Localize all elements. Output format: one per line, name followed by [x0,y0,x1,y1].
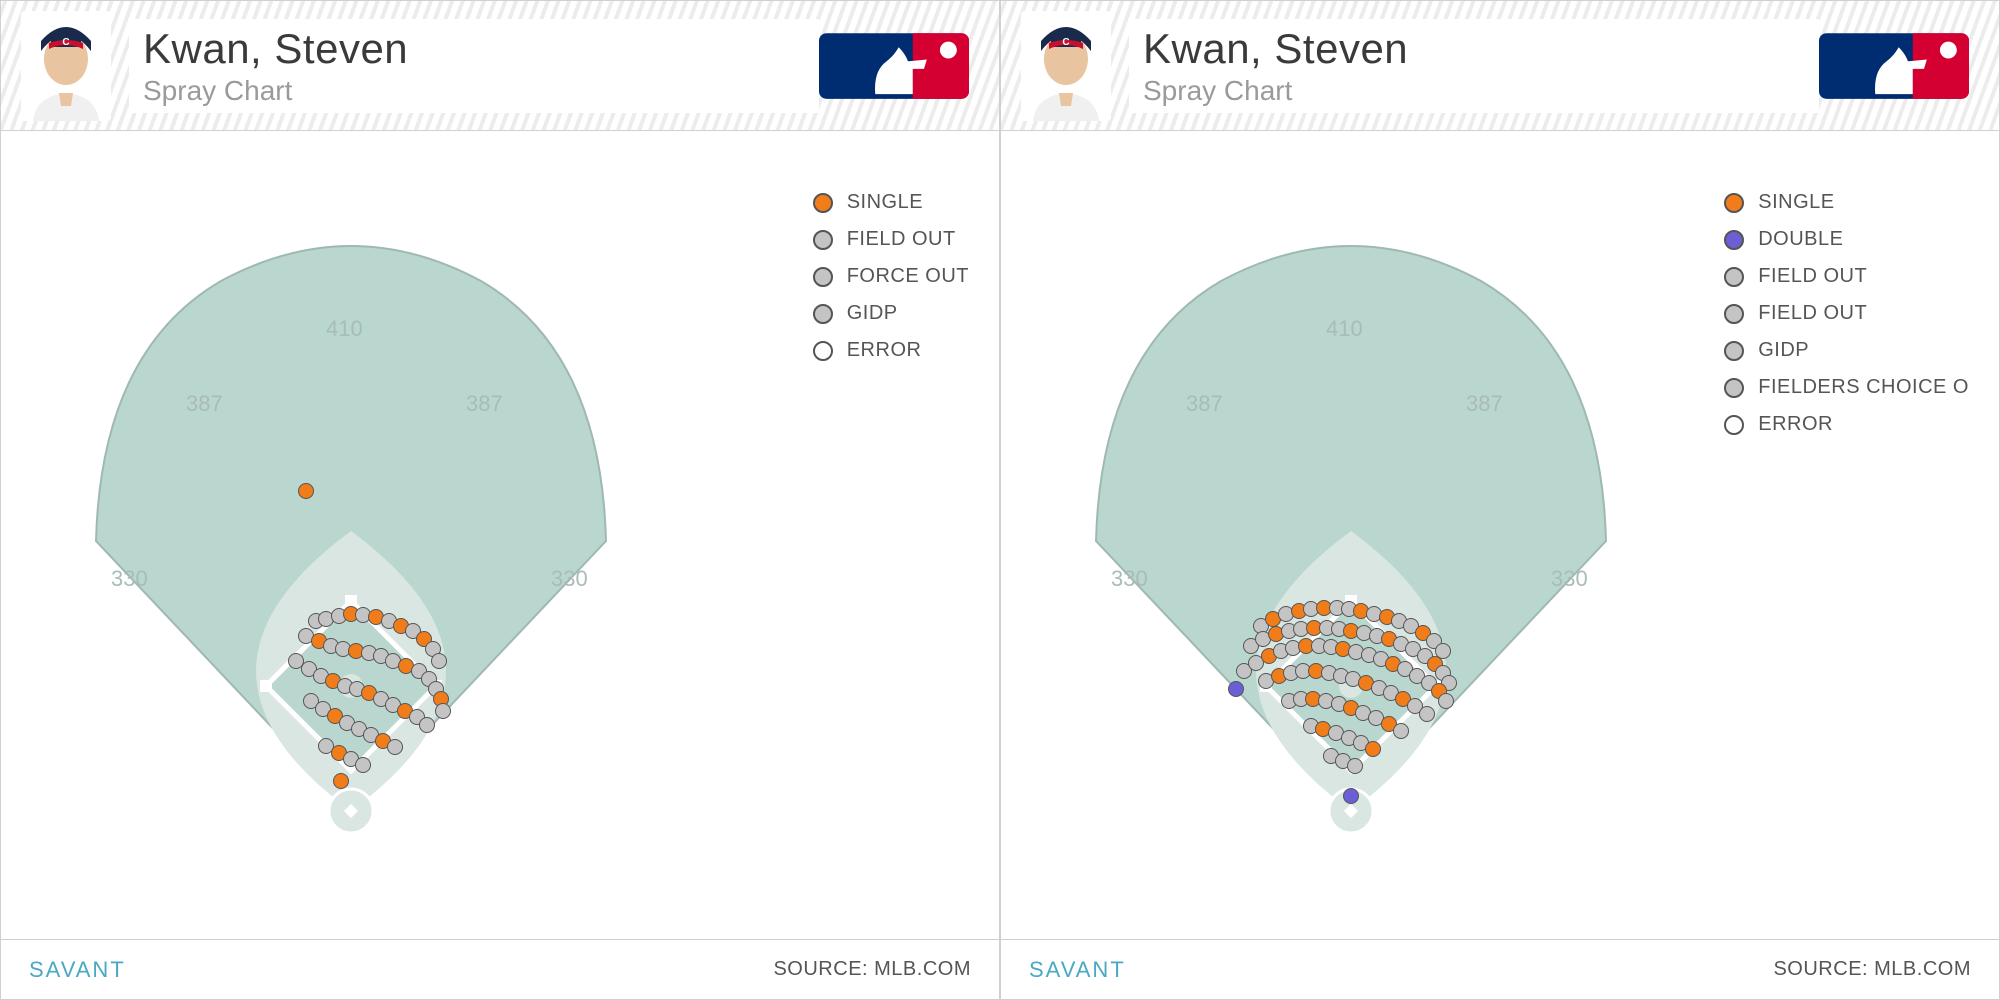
hit-marker [1365,741,1381,757]
legend-label: SINGLE [1758,191,1834,214]
legend-item: ERROR [1724,413,1969,436]
hit-marker [435,703,451,719]
legend-item: GIDP [813,302,969,325]
hit-marker [1393,723,1409,739]
source-label: SOURCE: MLB.COM [773,958,971,981]
legend-item: SINGLE [813,191,969,214]
legend-label: FIELD OUT [1758,265,1867,288]
legend-dot [813,267,833,287]
hit-marker [298,483,314,499]
distance-label: 330 [551,566,588,592]
distance-label: 330 [111,566,148,592]
panel-header: C Kwan, Steven Spray Chart [1,1,999,131]
legend-item: GIDP [1724,339,1969,362]
legend-label: ERROR [847,339,922,362]
legend-dot [813,193,833,213]
legend-dot [1724,304,1744,324]
legend-item: FIELD OUT [1724,302,1969,325]
spray-chart-panel-2: C Kwan, Steven Spray Chart 3303874103873… [1000,0,2000,1000]
player-name: Kwan, Steven [1143,25,1805,73]
legend-label: FORCE OUT [847,265,969,288]
legend-item: FORCE OUT [813,265,969,288]
chart-area: 330 387 410 387 330 SINGLE DOUBLE FIELD OUT … [1001,131,1999,939]
mlb-logo-icon [819,21,969,111]
hit-marker [1347,758,1363,774]
panel-header: C Kwan, Steven Spray Chart [1001,1,1999,131]
legend-item: DOUBLE [1724,228,1969,251]
distance-label: 387 [186,391,223,417]
legend: SINGLE DOUBLE FIELD OUT FIELD OUT GIDP F… [1724,191,1969,450]
hit-marker [1419,706,1435,722]
hit-marker [355,757,371,773]
savant-label: SAVANT [1029,957,1126,983]
mlb-logo-icon [1819,21,1969,111]
legend-label: DOUBLE [1758,228,1843,251]
title-block: Kwan, Steven Spray Chart [1129,19,1819,113]
chart-area: 330 387 410 387 330 SINGLE FIELD OUT FORCE O… [1,131,999,939]
legend-dot [1724,378,1744,398]
legend-item: ERROR [813,339,969,362]
legend-label: FIELDERS CHOICE O [1758,376,1969,399]
legend-dot [1724,415,1744,435]
field-diagram [1041,171,1661,891]
hit-marker [431,653,447,669]
distance-label: 387 [1186,391,1223,417]
savant-label: SAVANT [29,957,126,983]
mlb-logo [1819,21,1969,111]
player-name: Kwan, Steven [143,25,805,73]
player-headshot: C [1021,11,1111,121]
legend-label: FIELD OUT [1758,302,1867,325]
spray-chart-panel-1: C Kwan, Steven Spray Chart 3303874103873… [0,0,1000,1000]
legend-label: SINGLE [847,191,923,214]
svg-text:C: C [1062,37,1069,48]
player-avatar: C [21,11,111,121]
legend-label: FIELD OUT [847,228,956,251]
legend-dot [813,304,833,324]
source-label: SOURCE: MLB.COM [1773,958,1971,981]
legend-dot [1724,267,1744,287]
hit-marker [1438,693,1454,709]
legend-item: FIELD OUT [813,228,969,251]
legend-dot [1724,341,1744,361]
distance-label: 330 [1551,566,1588,592]
player-headshot: C [21,11,111,121]
hit-marker [1228,681,1244,697]
distance-label: 387 [466,391,503,417]
panel-footer: SAVANT SOURCE: MLB.COM [1001,939,1999,999]
legend-item: FIELDERS CHOICE O [1724,376,1969,399]
mlb-logo [819,21,969,111]
player-avatar: C [1021,11,1111,121]
chart-subtitle: Spray Chart [143,75,805,107]
hit-marker [387,739,403,755]
legend-dot [813,230,833,250]
legend-item: SINGLE [1724,191,1969,214]
distance-label: 387 [1466,391,1503,417]
legend-label: ERROR [1758,413,1833,436]
chart-subtitle: Spray Chart [1143,75,1805,107]
hit-marker [333,773,349,789]
field-diagram [41,171,661,891]
legend-item: FIELD OUT [1724,265,1969,288]
distance-label: 410 [326,316,363,342]
legend-label: GIDP [1758,339,1809,362]
legend-label: GIDP [847,302,898,325]
legend-dot [1724,193,1744,213]
hit-marker [419,717,435,733]
svg-text:C: C [62,37,69,48]
distance-label: 330 [1111,566,1148,592]
hit-marker [1343,788,1359,804]
distance-label: 410 [1326,316,1363,342]
panel-footer: SAVANT SOURCE: MLB.COM [1,939,999,999]
legend-dot [1724,230,1744,250]
legend-dot [813,341,833,361]
legend: SINGLE FIELD OUT FORCE OUT GIDP ERROR [813,191,969,376]
title-block: Kwan, Steven Spray Chart [129,19,819,113]
